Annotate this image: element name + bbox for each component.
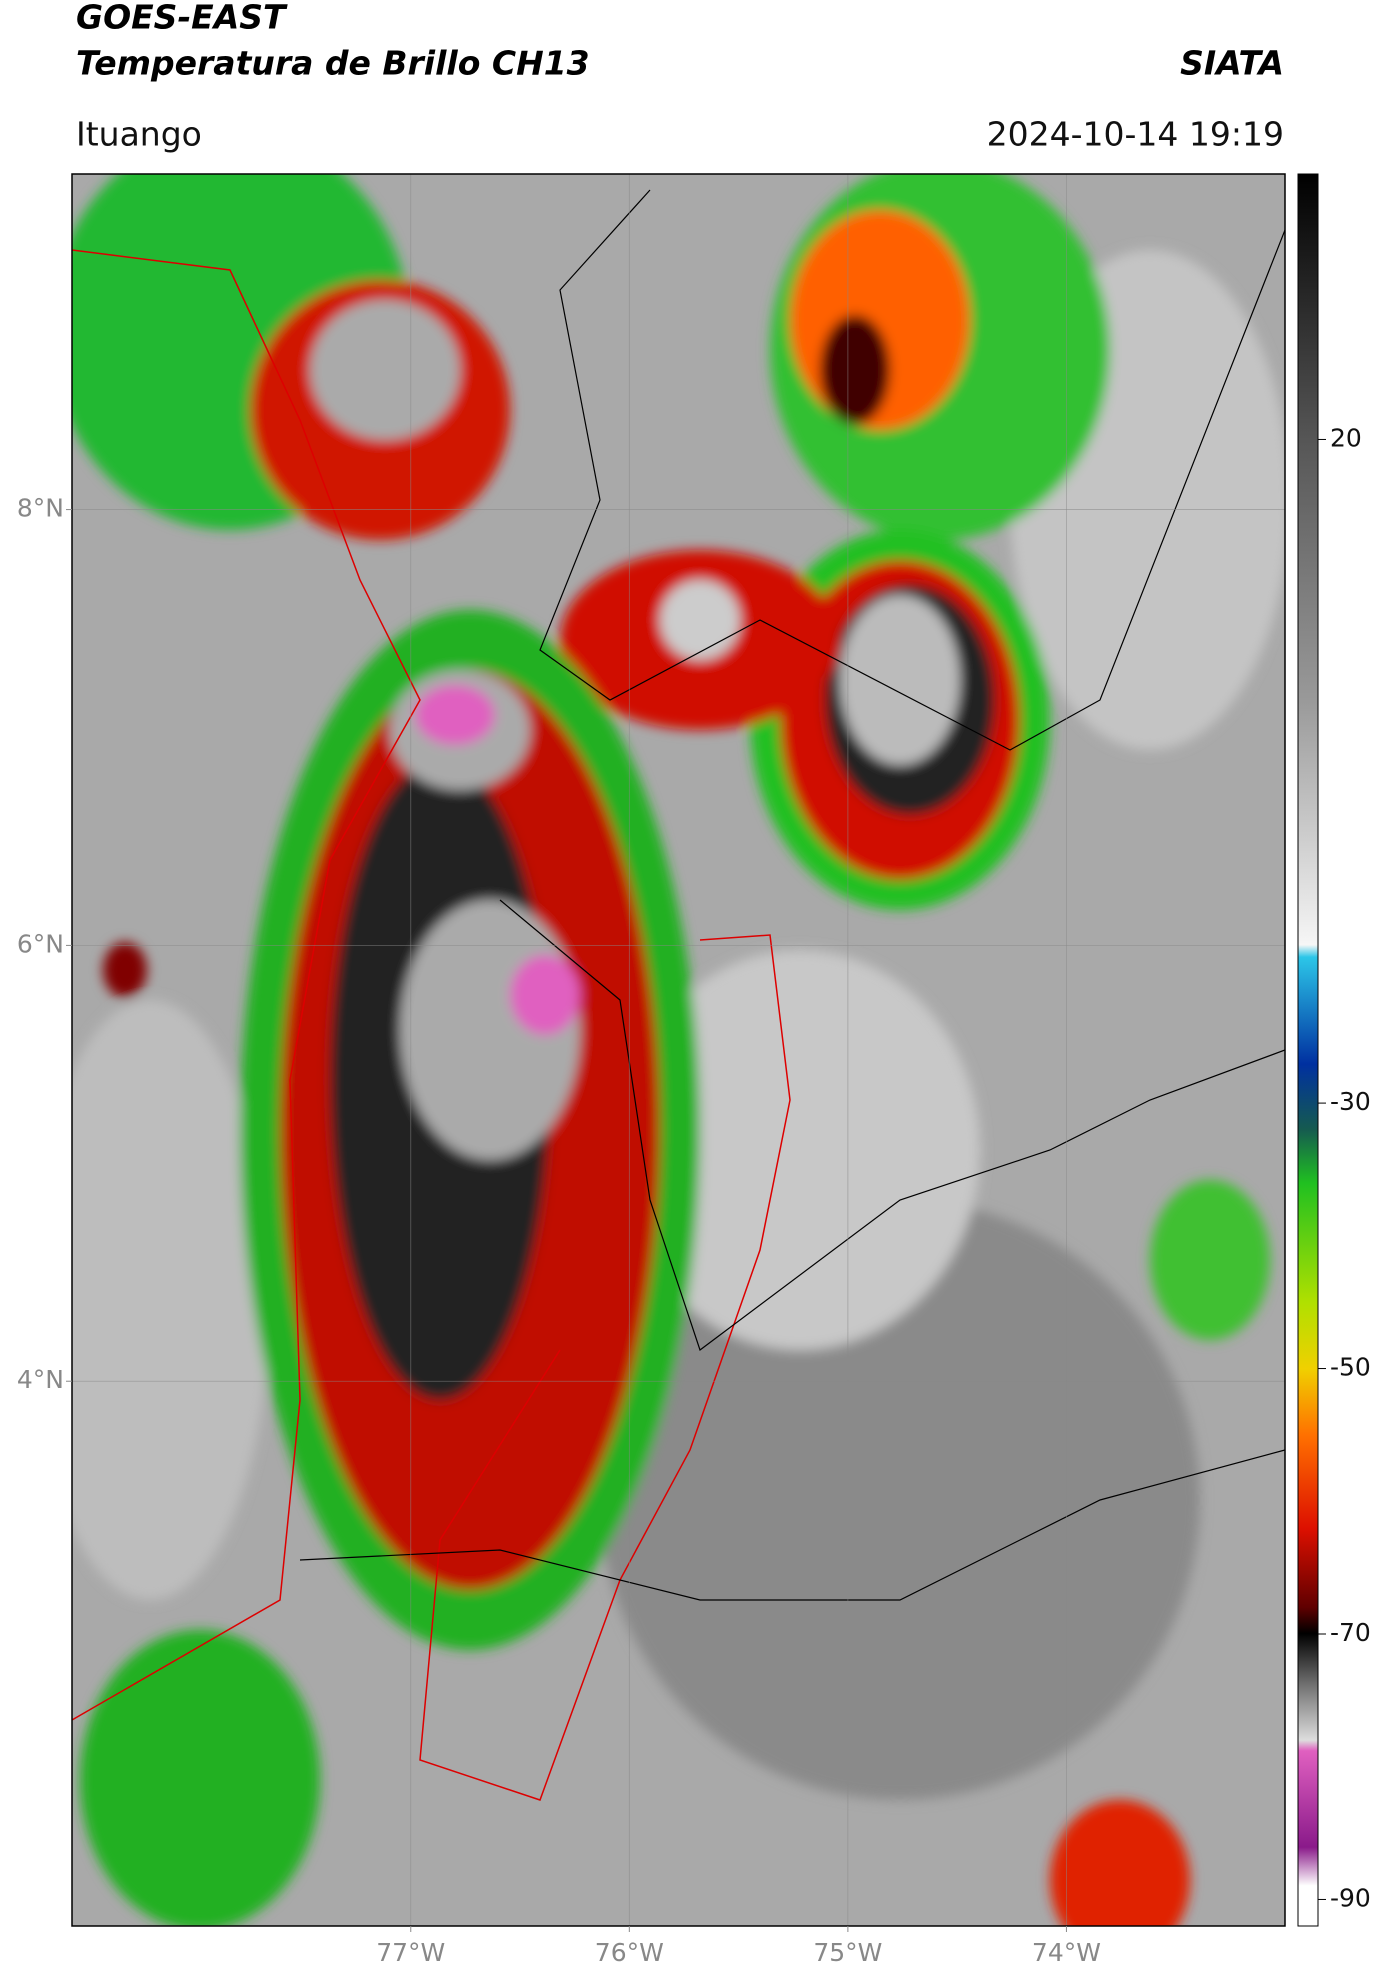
y-tick-label: 6°N — [17, 929, 64, 958]
colorbar-tick-label: -90 — [1330, 1883, 1371, 1912]
map-frame — [71, 173, 1286, 1927]
title: Temperatura de Brillo CH13 — [76, 44, 590, 83]
colorbar — [1297, 173, 1319, 1927]
datetime: 2024-10-14 19:19 — [987, 115, 1284, 154]
organization: SIATA — [1180, 44, 1284, 83]
x-tick-label: 76°W — [595, 1938, 664, 1967]
y-tick-label: 8°N — [17, 494, 64, 523]
satellite-image — [72, 174, 1285, 1926]
x-tick-label: 77°W — [376, 1938, 445, 1967]
colorbar-tick-label: 20 — [1330, 423, 1362, 452]
y-tick-label: 4°N — [17, 1365, 64, 1394]
location: Ituango — [76, 115, 202, 154]
colorbar-tick-label: -50 — [1330, 1353, 1371, 1382]
x-tick-label: 75°W — [813, 1938, 882, 1967]
x-tick-label: 74°W — [1032, 1938, 1101, 1967]
colorbar-tick-label: -30 — [1330, 1087, 1371, 1116]
colorbar-tick-label: -70 — [1330, 1618, 1371, 1647]
graticule — [72, 174, 1285, 1926]
title: GOES-EAST — [76, 0, 288, 37]
